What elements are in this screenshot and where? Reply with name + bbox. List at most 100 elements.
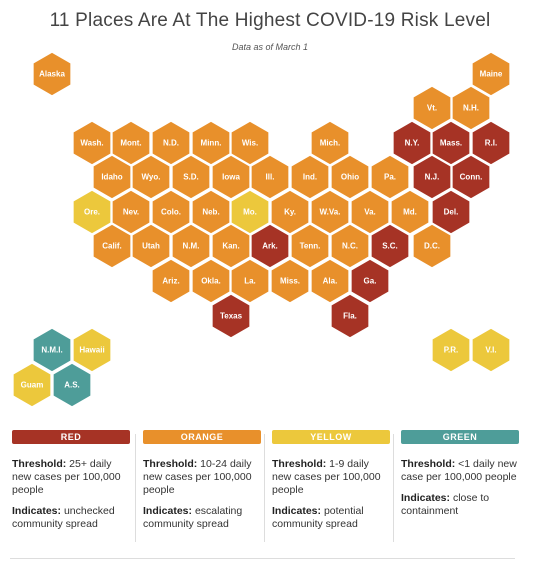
hex-label-del: Del. [444,208,459,217]
hex-label-s-d: S.D. [183,173,199,182]
hex-label-ala: Ala. [323,277,338,286]
hex-tile-ill: Ill. [250,154,290,200]
hex-tile-n-m-i: N.M.I. [32,327,72,373]
hex-tile-n-y: N.Y. [392,120,432,166]
hex-tile-s-c: S.C. [370,223,410,269]
hex-shape-idaho [92,154,132,200]
hex-tile-maine: Maine [471,51,511,97]
hex-label-n-d: N.D. [163,139,179,148]
legend-orange: ORANGE Threshold: 10-24 daily new cases … [143,430,261,539]
hex-label-colo: Colo. [161,208,181,217]
hex-label-ohio: Ohio [341,173,359,182]
hex-shape-ind [290,154,330,200]
hex-label-n-j: N.J. [425,173,440,182]
hex-label-va: Va. [364,208,376,217]
hex-shape-s-d [171,154,211,200]
hex-tile-neb: Neb. [191,189,231,235]
hex-label-md: Md. [403,208,417,217]
hex-tile-ore: Ore. [72,189,112,235]
hex-shape-wash [72,120,112,166]
hex-label-a-s: A.S. [64,381,80,390]
hex-tile-miss: Miss. [270,258,310,304]
hex-label-calif: Calif. [102,242,122,251]
hex-shape-neb [191,189,231,235]
legend-green-bar: GREEN [401,430,519,444]
legend-divider [264,434,265,542]
hex-shape-d-c [412,223,452,269]
hex-label-neb: Neb. [202,208,219,217]
hex-tile-ky: Ky. [270,189,310,235]
hex-tile-wash: Wash. [72,120,112,166]
legend-yellow-threshold: Threshold: 1-9 daily new cases per 100,0… [272,458,381,496]
hex-shape-ky [270,189,310,235]
hex-shape-nev [111,189,151,235]
hex-tile-guam: Guam [12,362,52,408]
hex-shape-mich [310,120,350,166]
hex-shape-ala [310,258,350,304]
hex-tile-del: Del. [431,189,471,235]
hex-tile-ga: Ga. [350,258,390,304]
hex-shape-mo [230,189,270,235]
hex-shape-a-s [52,362,92,408]
hex-label-wyo: Wyo. [142,173,161,182]
hex-tile-okla: Okla. [191,258,231,304]
legend-green-indicates: Indicates: close to containment [401,492,490,517]
hex-tile-alaska: Alaska [32,51,72,97]
hex-shape-ohio [330,154,370,200]
hex-tile-ark: Ark. [250,223,290,269]
hex-tile-n-j: N.J. [412,154,452,200]
hex-shape-del [431,189,471,235]
hex-label-mo: Mo. [243,208,257,217]
hex-tile-mich: Mich. [310,120,350,166]
hex-shape-n-c [330,223,370,269]
hex-label-fla: Fla. [343,312,357,321]
hex-label-n-m: N.M. [183,242,200,251]
map-title: 11 Places Are At The Highest COVID-19 Ri… [49,10,491,31]
hex-label-ind: Ind. [303,173,317,182]
hex-tile-w-va: W.Va. [310,189,350,235]
hex-tile-kan: Kan. [211,223,251,269]
hex-shape-iowa [211,154,251,200]
hex-tile-s-d: S.D. [171,154,211,200]
legend-green-threshold: Threshold: <1 daily new case per 100,000… [401,458,517,483]
hex-label-iowa: Iowa [222,173,240,182]
risk-legend: RED Threshold: 25+ daily new cases per 1… [0,430,540,540]
hex-tile-iowa: Iowa [211,154,251,200]
hex-shape-ill [250,154,290,200]
hex-label-kan: Kan. [222,242,239,251]
hex-label-okla: Okla. [201,277,221,286]
hex-label-wash: Wash. [80,139,103,148]
hex-label-ark: Ark. [262,242,278,251]
hex-label-n-y: N.Y. [405,139,420,148]
legend-red-indicates: Indicates: unchecked community spread [12,505,115,530]
hex-label-minn: Minn. [201,139,222,148]
hex-label-ga: Ga. [364,277,377,286]
hex-tile-n-h: N.H. [451,85,491,131]
hex-shape-p-r [431,327,471,373]
hex-tile-hawaii: Hawaii [72,327,112,373]
hex-tile-ohio: Ohio [330,154,370,200]
hex-tile-n-d: N.D. [151,120,191,166]
hex-shape-v-i [471,327,511,373]
hex-shape-texas [211,293,251,339]
hex-tile-a-s: A.S. [52,362,92,408]
hex-label-utah: Utah [142,242,160,251]
hex-tile-va: Va. [350,189,390,235]
hex-shape-pa [370,154,410,200]
hex-shape-conn [451,154,491,200]
hex-tile-la: La. [230,258,270,304]
legend-yellow-bar: YELLOW [272,430,390,444]
legend-green: GREEN Threshold: <1 daily new case per 1… [401,430,519,526]
hex-shape-miss [270,258,310,304]
hex-shape-maine [471,51,511,97]
legend-yellow: YELLOW Threshold: 1-9 daily new cases pe… [272,430,390,539]
hex-tile-v-i: V.I. [471,327,511,373]
hex-shape-mont [111,120,151,166]
legend-yellow-indicates: Indicates: potential community spread [272,505,364,530]
hex-shape-md [390,189,430,235]
hex-tile-mont: Mont. [111,120,151,166]
hex-shape-s-c [370,223,410,269]
hex-label-v-i: V.I. [485,346,496,355]
hex-tile-r-i: R.I. [471,120,511,166]
hex-tile-idaho: Idaho [92,154,132,200]
